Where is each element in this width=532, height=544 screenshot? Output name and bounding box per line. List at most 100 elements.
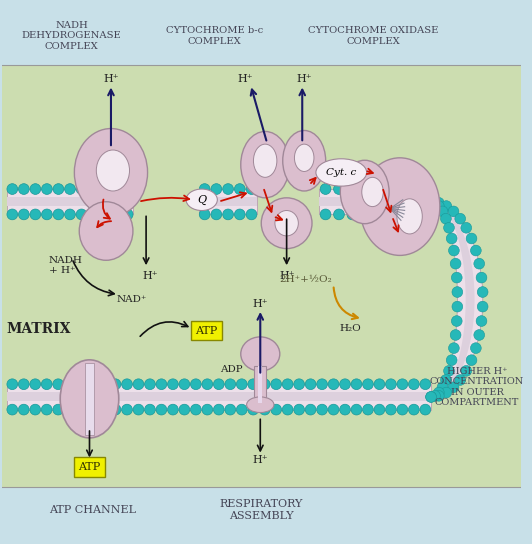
- Circle shape: [53, 404, 63, 415]
- Ellipse shape: [316, 159, 367, 186]
- Text: CYTOCHROME b-c
COMPLEX: CYTOCHROME b-c COMPLEX: [166, 26, 263, 46]
- Circle shape: [320, 184, 331, 194]
- Text: ATP: ATP: [195, 325, 218, 336]
- Circle shape: [455, 213, 466, 224]
- Text: ATP CHANNEL: ATP CHANNEL: [49, 505, 136, 515]
- Circle shape: [282, 379, 293, 390]
- Circle shape: [294, 404, 304, 415]
- Circle shape: [461, 366, 472, 376]
- Circle shape: [446, 355, 457, 366]
- Circle shape: [202, 404, 213, 415]
- Circle shape: [386, 404, 396, 415]
- Text: ADP: ADP: [220, 365, 242, 374]
- Circle shape: [385, 184, 395, 194]
- Circle shape: [213, 404, 224, 415]
- Circle shape: [235, 184, 245, 194]
- Circle shape: [248, 404, 259, 415]
- Bar: [199, 189, 257, 214]
- Ellipse shape: [247, 397, 274, 412]
- Text: NAD⁺: NAD⁺: [117, 295, 147, 304]
- Circle shape: [317, 404, 327, 415]
- Circle shape: [426, 196, 436, 207]
- Circle shape: [437, 206, 448, 217]
- Circle shape: [363, 404, 373, 415]
- Circle shape: [328, 379, 339, 390]
- Circle shape: [347, 209, 358, 220]
- Circle shape: [122, 209, 133, 220]
- Circle shape: [30, 209, 41, 220]
- Circle shape: [420, 184, 430, 194]
- Text: RESPIRATORY
ASSEMBLY: RESPIRATORY ASSEMBLY: [220, 499, 303, 521]
- Text: MATRIX: MATRIX: [6, 322, 71, 336]
- Text: H⁺: H⁺: [280, 271, 295, 281]
- Ellipse shape: [253, 144, 277, 177]
- Circle shape: [179, 379, 190, 390]
- Circle shape: [110, 379, 121, 390]
- FancyArrowPatch shape: [334, 287, 358, 319]
- Circle shape: [477, 301, 488, 312]
- Text: ATP: ATP: [78, 462, 101, 472]
- Circle shape: [374, 379, 385, 390]
- Circle shape: [446, 233, 457, 244]
- Circle shape: [200, 184, 210, 194]
- Bar: [85, 363, 94, 435]
- Circle shape: [396, 209, 407, 220]
- Circle shape: [133, 404, 144, 415]
- Circle shape: [408, 184, 419, 194]
- Circle shape: [397, 379, 408, 390]
- Circle shape: [53, 379, 63, 390]
- Circle shape: [111, 209, 121, 220]
- Circle shape: [434, 391, 444, 401]
- Circle shape: [434, 201, 444, 212]
- FancyBboxPatch shape: [191, 321, 222, 341]
- Circle shape: [409, 379, 419, 390]
- Circle shape: [156, 379, 167, 390]
- Circle shape: [223, 184, 234, 194]
- Ellipse shape: [275, 211, 298, 236]
- Circle shape: [474, 330, 485, 341]
- Circle shape: [396, 184, 407, 194]
- Circle shape: [76, 184, 87, 194]
- Circle shape: [87, 404, 98, 415]
- Circle shape: [236, 379, 247, 390]
- Bar: [2, 487, 521, 537]
- Circle shape: [41, 379, 52, 390]
- Circle shape: [339, 404, 351, 415]
- Circle shape: [213, 379, 224, 390]
- Circle shape: [223, 209, 234, 220]
- Circle shape: [461, 222, 472, 233]
- Circle shape: [305, 379, 316, 390]
- Circle shape: [444, 366, 454, 376]
- Ellipse shape: [397, 199, 422, 234]
- Bar: [199, 197, 257, 206]
- Circle shape: [19, 209, 29, 220]
- Circle shape: [282, 404, 293, 415]
- Circle shape: [408, 209, 419, 220]
- Circle shape: [200, 209, 210, 220]
- Circle shape: [339, 379, 351, 390]
- Circle shape: [88, 209, 98, 220]
- Circle shape: [99, 379, 110, 390]
- Circle shape: [76, 404, 87, 415]
- Circle shape: [53, 209, 64, 220]
- Circle shape: [351, 379, 362, 390]
- Circle shape: [246, 209, 257, 220]
- FancyBboxPatch shape: [74, 458, 105, 477]
- Bar: [319, 189, 372, 214]
- Bar: [254, 366, 266, 403]
- Circle shape: [99, 404, 110, 415]
- Ellipse shape: [74, 128, 147, 217]
- Circle shape: [437, 382, 448, 393]
- Circle shape: [426, 196, 436, 207]
- Circle shape: [451, 316, 462, 326]
- Circle shape: [477, 287, 488, 298]
- Circle shape: [397, 404, 408, 415]
- Circle shape: [122, 379, 132, 390]
- Circle shape: [64, 184, 76, 194]
- Text: NADH: NADH: [48, 256, 82, 265]
- Circle shape: [317, 379, 327, 390]
- Circle shape: [363, 379, 373, 390]
- Text: Q: Q: [197, 195, 206, 205]
- Circle shape: [190, 379, 201, 390]
- Ellipse shape: [294, 144, 314, 171]
